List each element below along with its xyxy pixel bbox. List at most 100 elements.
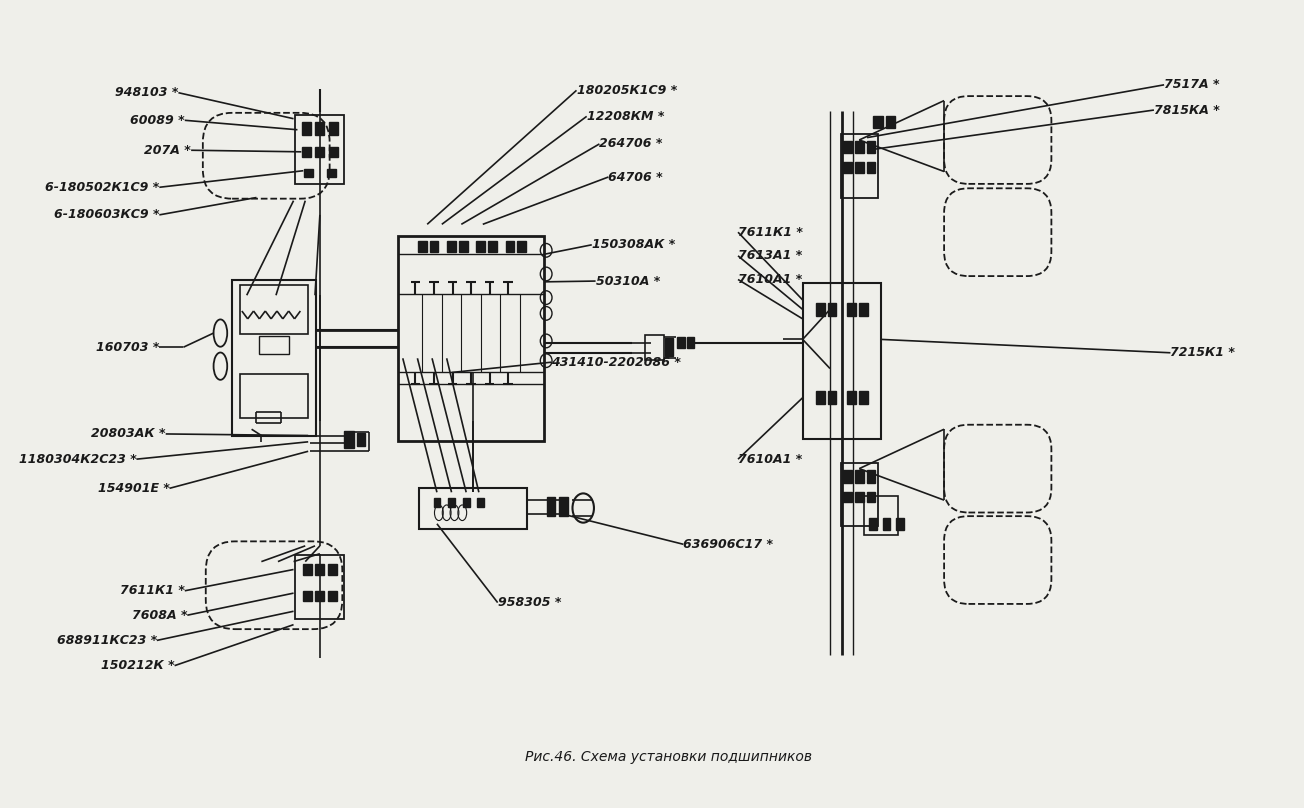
Bar — [329, 122, 338, 134]
Bar — [476, 241, 485, 252]
Text: 150212К *: 150212К * — [100, 659, 175, 672]
Text: Рис.46. Схема установки подшипников: Рис.46. Схема установки подшипников — [524, 750, 811, 764]
Bar — [240, 374, 308, 418]
Bar — [477, 498, 484, 507]
Text: 20803АК *: 20803АК * — [91, 427, 166, 440]
Text: 60089 *: 60089 * — [130, 114, 185, 127]
Text: 6-180603КС9 *: 6-180603КС9 * — [53, 208, 159, 221]
Text: 264706 *: 264706 * — [600, 137, 662, 150]
Bar — [303, 564, 312, 575]
Bar — [429, 241, 438, 252]
Bar — [447, 241, 456, 252]
Text: 12208КМ *: 12208КМ * — [587, 110, 664, 123]
Bar — [344, 431, 353, 448]
Bar — [828, 391, 836, 404]
Bar — [848, 391, 855, 404]
Bar — [303, 591, 312, 601]
Bar — [855, 162, 863, 173]
Bar — [296, 555, 344, 619]
Bar — [883, 518, 891, 529]
Bar — [816, 391, 824, 404]
Bar — [420, 488, 527, 529]
Bar — [863, 496, 897, 536]
Text: 7611К1 *: 7611К1 * — [120, 584, 185, 597]
Bar — [828, 303, 836, 316]
Bar — [844, 162, 852, 173]
Text: 150308АК *: 150308АК * — [592, 238, 675, 251]
Text: 7613А1 *: 7613А1 * — [738, 250, 802, 263]
Bar — [687, 337, 695, 348]
Text: 207А *: 207А * — [145, 144, 192, 157]
Bar — [329, 564, 336, 575]
Bar — [296, 116, 344, 183]
Bar — [316, 122, 325, 134]
Bar — [885, 116, 896, 128]
Bar — [859, 303, 867, 316]
Bar — [518, 241, 527, 252]
Text: 1180304К2С23 *: 1180304К2С23 * — [18, 452, 137, 465]
Bar — [329, 147, 338, 157]
Text: 7608А *: 7608А * — [132, 608, 188, 621]
Text: 7815КА *: 7815КА * — [1154, 103, 1219, 116]
Bar — [816, 303, 824, 316]
Bar — [848, 303, 855, 316]
Text: 64706 *: 64706 * — [608, 170, 662, 183]
Text: 160703 *: 160703 * — [96, 341, 159, 354]
Bar — [644, 335, 664, 360]
Bar — [316, 591, 325, 601]
Bar — [868, 518, 876, 529]
Bar — [872, 116, 883, 128]
Bar — [867, 162, 875, 173]
Text: 636906С17 *: 636906С17 * — [683, 538, 773, 551]
Bar — [559, 497, 569, 516]
Bar — [803, 283, 880, 439]
Bar — [867, 470, 875, 483]
Bar — [665, 339, 673, 356]
Bar — [677, 337, 685, 348]
Bar — [855, 491, 863, 503]
Text: 7611К1 *: 7611К1 * — [738, 225, 803, 238]
Bar — [329, 591, 336, 601]
Text: 154901Е *: 154901Е * — [98, 482, 170, 494]
Bar — [859, 391, 867, 404]
Bar — [417, 241, 426, 252]
Bar — [398, 236, 544, 441]
Bar — [301, 122, 310, 134]
Text: 50310А *: 50310А * — [596, 275, 660, 288]
Bar — [316, 147, 325, 157]
Bar — [304, 169, 313, 178]
Bar — [463, 498, 469, 507]
Bar — [844, 470, 852, 483]
Text: 7215К1 *: 7215К1 * — [1171, 347, 1235, 360]
Text: 958305 *: 958305 * — [498, 596, 561, 609]
Bar — [232, 280, 316, 436]
Text: 688911КС23 *: 688911КС23 * — [56, 634, 156, 647]
Bar — [357, 432, 365, 446]
Bar — [316, 564, 325, 575]
Bar — [240, 285, 308, 334]
Bar — [488, 241, 497, 252]
Bar — [855, 141, 863, 154]
Text: 6-180502К1С9 *: 6-180502К1С9 * — [46, 181, 159, 194]
Bar — [841, 463, 878, 526]
Bar — [896, 518, 904, 529]
Bar — [844, 491, 852, 503]
Bar — [449, 498, 455, 507]
Bar — [301, 147, 310, 157]
Text: 948103 *: 948103 * — [115, 86, 179, 99]
Bar — [867, 141, 875, 154]
Bar — [855, 470, 863, 483]
Text: 180205К1С9 *: 180205К1С9 * — [576, 84, 677, 97]
Bar — [867, 491, 875, 503]
Bar — [844, 141, 852, 154]
Bar — [327, 169, 336, 178]
Text: 7610А1 *: 7610А1 * — [738, 452, 802, 465]
Bar — [546, 497, 556, 516]
Text: 7517А *: 7517А * — [1164, 78, 1219, 91]
Bar — [259, 336, 288, 354]
Text: 431410-2202086 *: 431410-2202086 * — [552, 356, 681, 368]
Bar — [459, 241, 468, 252]
Bar — [506, 241, 515, 252]
Bar — [841, 134, 878, 198]
Bar — [433, 498, 441, 507]
